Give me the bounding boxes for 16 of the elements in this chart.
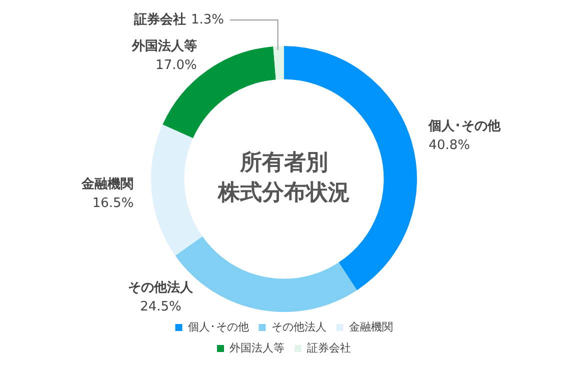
legend-label: 外国法人等	[230, 341, 284, 354]
data-label: 40.8%	[428, 138, 470, 154]
legend-label: 金融機関	[348, 320, 393, 334]
slice-label: その他法人	[128, 280, 194, 296]
text: 所有者別株式分布状況	[217, 150, 350, 206]
slice-label: 金融機関	[80, 176, 134, 192]
slice-label: 証券会社	[132, 11, 186, 28]
slice-label: 外国法人等	[130, 39, 197, 54]
data-label: 16.5%	[92, 196, 134, 211]
data-label: 17.0%	[156, 58, 197, 74]
data-label: 24.5%	[140, 300, 182, 315]
data-label: 1.3%	[190, 12, 224, 28]
slice-label: 個人･その他	[428, 119, 502, 134]
legend-label: その他法人	[271, 320, 326, 334]
legend-label: 証券会社	[307, 341, 351, 354]
legend-label: 個人･その他	[188, 320, 249, 334]
